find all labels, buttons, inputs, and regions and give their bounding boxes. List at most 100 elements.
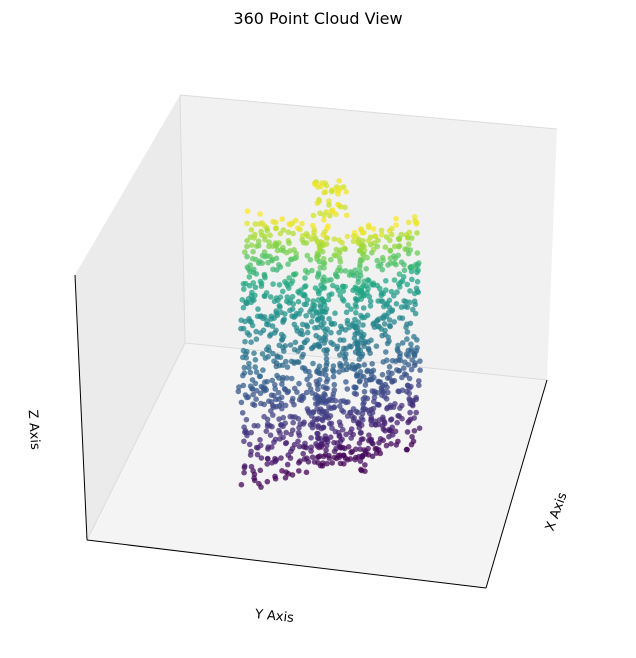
scatter-point xyxy=(288,256,295,263)
scatter-point xyxy=(257,390,264,397)
scatter-point xyxy=(366,293,373,300)
scatter-point xyxy=(371,390,378,397)
scatter-point xyxy=(386,317,393,323)
scatter-point xyxy=(380,437,387,444)
scatter-point xyxy=(348,435,355,441)
scatter-point xyxy=(304,269,311,276)
scatter-point xyxy=(357,430,364,436)
scatter-points xyxy=(235,178,423,490)
scatter-point xyxy=(389,379,395,385)
scatter-point xyxy=(373,343,380,350)
scatter-point xyxy=(340,409,347,415)
scatter-point xyxy=(302,293,308,299)
scatter-point xyxy=(391,319,398,325)
scatter-point xyxy=(393,301,400,307)
scatter-point xyxy=(246,441,253,448)
scatter-point xyxy=(408,268,415,275)
scatter-point xyxy=(371,324,378,330)
scatter-point xyxy=(361,278,367,285)
scatter-point xyxy=(345,302,351,309)
scatter-point xyxy=(287,342,294,348)
scatter-point xyxy=(324,235,331,242)
chart-title: 360 Point Cloud View xyxy=(233,9,402,28)
scatter-point xyxy=(360,322,366,328)
scatter-point xyxy=(383,349,389,355)
x-axis-line xyxy=(485,379,548,589)
scatter-point xyxy=(272,382,278,388)
scatter-point xyxy=(323,182,330,189)
scatter-point xyxy=(379,266,386,273)
scatter-point xyxy=(294,389,300,395)
scatter-point xyxy=(296,460,302,466)
scatter-point xyxy=(251,402,258,409)
scatter-point xyxy=(359,314,366,321)
scatter-point xyxy=(340,283,346,290)
scatter-point xyxy=(397,357,404,364)
scatter-point xyxy=(267,232,273,239)
scatter-point xyxy=(399,315,406,322)
scatter-point xyxy=(388,288,395,295)
scatter-point xyxy=(379,371,386,378)
scatter-point xyxy=(244,243,250,250)
scatter-point xyxy=(323,351,330,357)
scatter-point xyxy=(322,309,329,316)
scatter-point xyxy=(300,450,307,457)
scatter-point xyxy=(312,325,318,331)
scatter-point xyxy=(397,284,403,290)
scatter-point xyxy=(379,232,385,238)
scatter-point xyxy=(303,444,310,451)
scatter-point xyxy=(242,318,248,325)
scatter-point xyxy=(260,315,266,322)
scatter-point xyxy=(382,327,388,334)
scatter-point xyxy=(359,410,366,417)
scatter-point xyxy=(241,438,247,445)
scatter-point xyxy=(387,323,394,330)
scatter-point xyxy=(326,455,333,462)
scatter-point xyxy=(328,405,334,412)
scatter-point xyxy=(375,298,382,304)
scatter-point xyxy=(251,235,257,241)
scatter-point xyxy=(252,221,259,227)
scatter-point xyxy=(405,353,412,359)
scatter-point xyxy=(315,184,321,190)
scatter-point xyxy=(319,417,326,424)
scatter-point xyxy=(370,226,377,232)
scatter-point xyxy=(239,410,246,416)
scatter-point xyxy=(368,421,375,428)
scatter-point xyxy=(320,255,327,262)
scatter-point xyxy=(341,445,348,452)
scatter-point xyxy=(361,362,368,368)
scatter-point xyxy=(362,382,369,388)
scatter-point xyxy=(315,297,322,303)
scatter-point xyxy=(243,355,250,361)
scatter-point xyxy=(380,315,387,322)
scatter-point xyxy=(336,178,343,184)
scatter-point xyxy=(242,338,248,345)
scatter-point xyxy=(414,269,420,276)
scatter-point xyxy=(240,372,246,379)
scatter-point xyxy=(382,428,388,434)
scatter-point xyxy=(411,362,418,369)
scatter-point xyxy=(304,252,311,259)
scatter-point xyxy=(396,236,402,243)
scatter-point xyxy=(388,441,394,447)
scatter-point xyxy=(336,329,342,336)
scatter-point xyxy=(279,381,285,387)
scatter-point xyxy=(362,462,368,468)
scatter-point xyxy=(248,299,254,306)
scatter-point xyxy=(280,227,287,233)
scatter-point xyxy=(271,439,277,446)
scatter-point xyxy=(344,413,351,419)
scatter-point xyxy=(381,303,387,310)
scatter-point xyxy=(255,306,261,312)
scatter-point xyxy=(244,208,251,214)
scatter-point xyxy=(252,256,259,263)
scatter-point xyxy=(322,400,329,406)
scatter-point xyxy=(290,230,296,237)
scatter-point xyxy=(304,323,311,330)
scatter-point xyxy=(319,463,326,469)
scatter-point xyxy=(387,248,394,254)
scatter-point xyxy=(241,364,248,371)
scatter-point xyxy=(254,451,261,458)
scatter-point xyxy=(361,388,368,395)
